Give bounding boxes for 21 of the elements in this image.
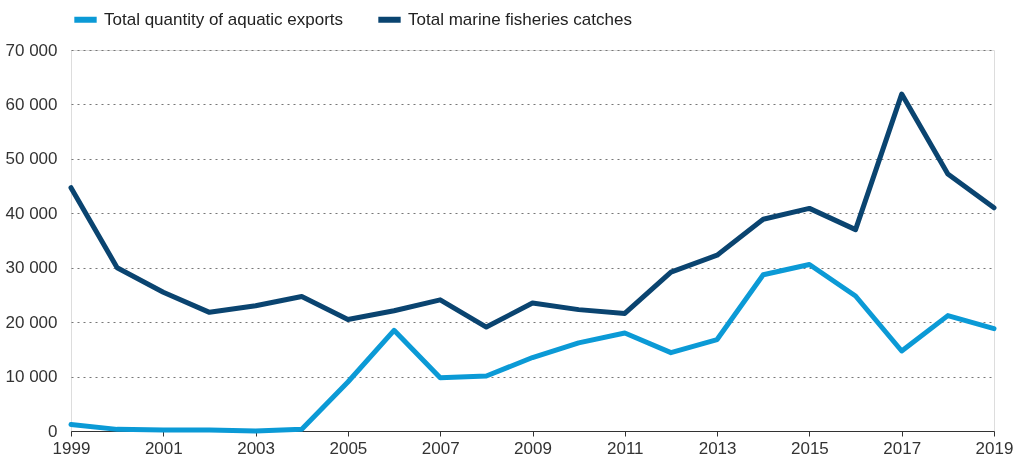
x-tick-label: 2001: [144, 438, 183, 458]
y-tick-label: 10 000: [5, 367, 58, 387]
y-tick-label: 20 000: [5, 312, 58, 332]
x-tick-label: 2009: [514, 438, 552, 458]
y-tick-label: 0: [48, 421, 58, 441]
y-tick-label: 70 000: [5, 40, 58, 60]
x-tick-label: 2015: [790, 438, 829, 458]
x-tick-label: 1999: [52, 438, 91, 458]
x-tick-label: 2007: [421, 438, 460, 458]
x-tick-label: 2003: [237, 438, 276, 458]
y-tick-label: 30 000: [5, 258, 58, 278]
x-tick-label: 2005: [329, 438, 368, 458]
x-tick-label: 2011: [607, 438, 644, 458]
y-tick-label: 40 000: [5, 203, 58, 223]
x-tick-label: 2017: [883, 438, 922, 458]
y-tick-label: 50 000: [5, 149, 58, 169]
x-tick-label: 2013: [698, 438, 737, 458]
legend-label: Total marine fisheries catches: [408, 9, 632, 29]
y-tick-label: 60 000: [5, 94, 58, 114]
x-tick-label: 2019: [975, 438, 1014, 458]
legend-label: Total quantity of aquatic exports: [104, 9, 344, 29]
